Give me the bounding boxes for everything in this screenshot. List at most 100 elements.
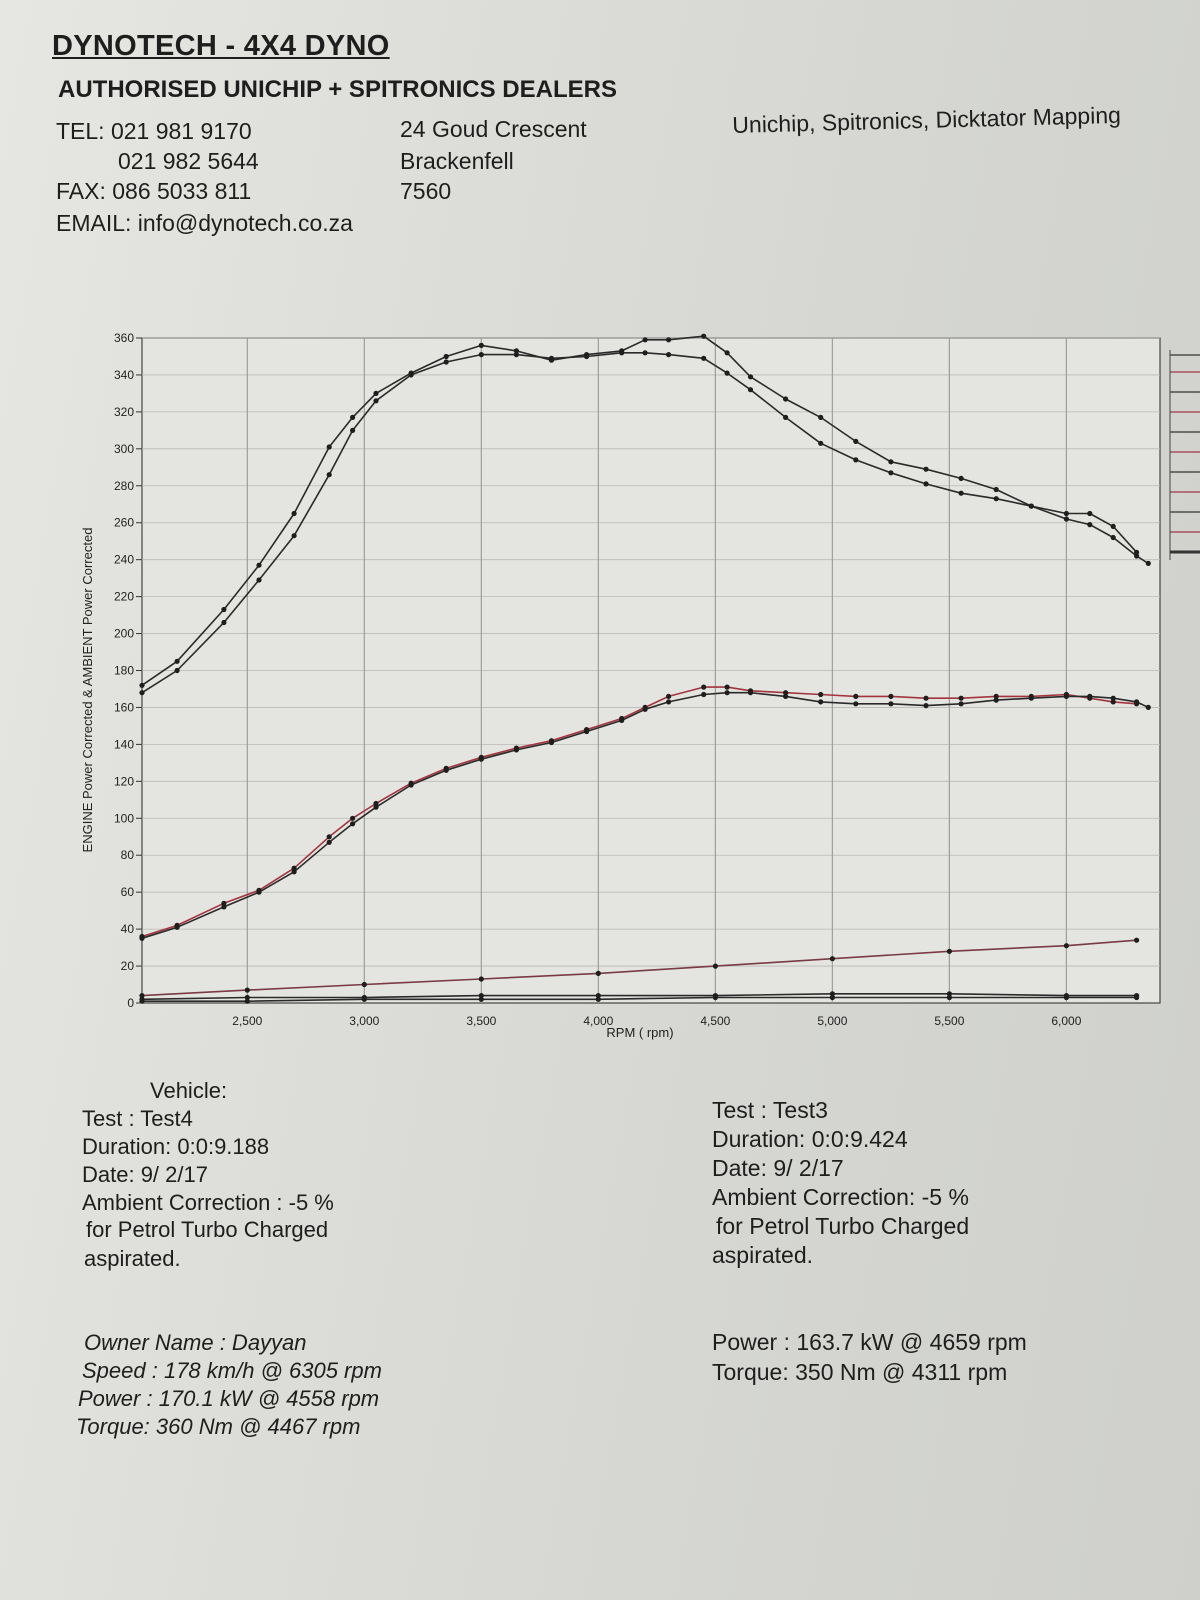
tel-line: TEL: 021 981 9170 [56, 118, 252, 144]
address-line-1: 24 Goud Crescent [400, 116, 587, 142]
y-tick-label: 140 [114, 737, 134, 751]
data-point [291, 865, 297, 871]
data-point [958, 475, 964, 481]
data-point [1063, 943, 1069, 949]
data-point [958, 701, 964, 707]
data-point [350, 427, 356, 433]
data-point [326, 472, 332, 478]
data-point [642, 337, 648, 343]
data-point [747, 387, 754, 393]
data-point [443, 359, 449, 365]
data-point [701, 333, 707, 339]
data-point [256, 577, 262, 583]
data-point [712, 963, 719, 969]
data-point [221, 904, 227, 910]
data-point [853, 457, 859, 463]
y-tick-label: 200 [114, 627, 134, 641]
data-point [326, 834, 332, 840]
x-axis-label: RPM ( rpm) [606, 1025, 673, 1040]
data-point [619, 350, 625, 356]
address-line-3: 7560 [400, 178, 452, 204]
data-point [1063, 693, 1069, 699]
x-tick-label: 2,500 [232, 1014, 262, 1028]
data-point [1087, 693, 1093, 699]
data-point [139, 682, 145, 688]
y-tick-label: 40 [121, 922, 135, 936]
y-tick-label: 280 [114, 479, 134, 493]
test3-fuel: for Petrol Turbo Charged [716, 1213, 970, 1239]
data-point [642, 350, 648, 356]
data-point [478, 756, 484, 762]
data-point [373, 398, 379, 404]
data-point [666, 352, 672, 358]
data-point [853, 701, 859, 707]
data-point [478, 352, 484, 358]
data-point [595, 996, 601, 1002]
y-tick-label: 340 [114, 368, 134, 382]
data-point [747, 374, 754, 380]
data-point [701, 691, 707, 698]
data-point [174, 924, 180, 930]
data-point [478, 996, 484, 1002]
y-axis-label: ENGINE Power Corrected & AMBIENT Power C… [80, 528, 95, 853]
test4-ambient: Ambient Correction : -5 % [82, 1190, 334, 1215]
data-point [595, 993, 601, 999]
data-point [1110, 695, 1116, 701]
tel2-line: 021 982 5644 [118, 148, 259, 174]
test3-ambient: Ambient Correction: -5 % [712, 1184, 969, 1210]
data-point [350, 815, 356, 821]
data-point [724, 690, 730, 696]
data-point [548, 739, 555, 746]
data-point [584, 728, 590, 735]
test3-aspirated: aspirated. [712, 1242, 814, 1268]
data-point [291, 510, 297, 517]
address-line-2: Brackenfell [400, 148, 514, 174]
data-point [666, 693, 672, 699]
data-point [1145, 704, 1151, 710]
data-point [244, 994, 250, 1001]
series-line [141, 992, 1137, 1001]
test4-duration: Duration: 0:0:9.188 [82, 1134, 270, 1159]
data-point [408, 782, 414, 788]
y-tick-label: 180 [114, 664, 134, 678]
x-tick-label: 5,500 [934, 1014, 964, 1028]
data-point [174, 658, 180, 664]
y-tick-label: 80 [121, 848, 135, 862]
data-point [724, 350, 730, 356]
data-point [221, 900, 227, 906]
data-point [174, 667, 180, 674]
series-line [141, 335, 1138, 686]
series-line [141, 686, 1137, 938]
data-point [993, 693, 999, 699]
x-tick-label: 5,000 [817, 1014, 847, 1028]
data-point [291, 533, 297, 539]
data-point [993, 697, 999, 703]
data-point [373, 390, 379, 396]
data-point [256, 562, 262, 568]
data-point [1134, 549, 1140, 555]
data-point [1028, 695, 1034, 701]
data-point [747, 690, 754, 696]
data-point [1063, 994, 1069, 1001]
y-tick-label: 60 [121, 885, 135, 899]
data-point [1134, 553, 1140, 559]
data-point [993, 486, 999, 493]
company-subtitle: AUTHORISED UNICHIP + SPITRONICS DEALERS [58, 76, 617, 103]
data-point [818, 699, 824, 705]
data-point [256, 889, 262, 895]
data-point [513, 747, 519, 753]
y-tick-label: 100 [114, 811, 134, 825]
data-point [783, 396, 789, 402]
data-point [548, 355, 555, 361]
test3-name: Test : Test3 [712, 1097, 828, 1123]
data-point [1110, 523, 1116, 529]
data-point [595, 970, 601, 977]
data-point [853, 693, 859, 699]
data-point [1134, 937, 1140, 943]
test3-duration: Duration: 0:0:9.424 [712, 1126, 908, 1152]
data-point [783, 690, 789, 696]
y-tick-label: 120 [114, 774, 134, 788]
data-point [1087, 522, 1093, 528]
test4-power: Power : 170.1 kW @ 4558 rpm [78, 1386, 380, 1411]
